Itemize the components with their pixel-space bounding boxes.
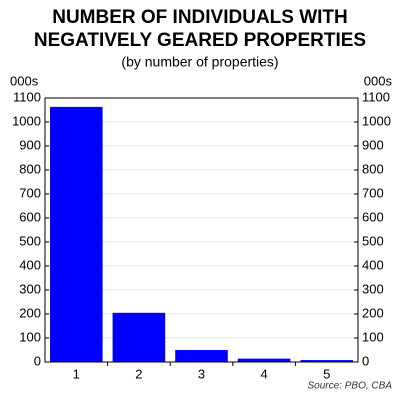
y-tick-label: 500	[19, 233, 41, 248]
x-tick-label: 5	[323, 366, 330, 381]
y2-tick-label: 1000	[362, 113, 391, 128]
source: Source: PBO, CBA	[308, 381, 393, 392]
bar	[300, 360, 353, 362]
y2-tick-label: 300	[362, 281, 384, 296]
y-tick-label: 300	[19, 281, 41, 296]
y-tick-label: 100	[19, 329, 41, 344]
y2-tick-label: 900	[362, 137, 384, 152]
y-tick-label: 600	[19, 209, 41, 224]
y2-tick-label: 600	[362, 209, 384, 224]
y2-tick-label: 500	[362, 233, 384, 248]
x-tick-label: 2	[135, 366, 142, 381]
y2-axis-label: 000s	[364, 73, 393, 88]
y2-tick-label: 700	[362, 185, 384, 200]
x-tick-label: 3	[198, 366, 205, 381]
y2-tick-label: 100	[362, 329, 384, 344]
chart-subtitle: (by number of properties)	[121, 54, 278, 70]
y2-tick-label: 1100	[362, 89, 390, 104]
y-tick-label: 800	[19, 161, 41, 176]
y2-tick-label: 400	[362, 257, 384, 272]
plot-frame	[44, 97, 359, 363]
y2-tick-label: 0	[362, 353, 369, 368]
chart-title: NUMBER OF INDIVIDUALS WITH	[52, 7, 348, 28]
chart-title: NEGATIVELY GEARED PROPERTIES	[34, 30, 366, 51]
y-tick-label: 0	[34, 353, 41, 368]
bar	[112, 312, 166, 362]
y-tick-label: 700	[19, 185, 41, 200]
y-axis-label: 000s	[10, 73, 39, 88]
y2-tick-label: 200	[362, 305, 384, 320]
y-tick-label: 200	[19, 305, 41, 320]
bar	[50, 106, 103, 362]
x-tick-label: 4	[260, 366, 267, 381]
x-tick-label: 1	[73, 366, 80, 381]
y2-tick-label: 800	[362, 161, 384, 176]
y-tick-label: 1000	[12, 113, 41, 128]
y-tick-label: 400	[19, 257, 41, 272]
y-tick-label: 1100	[13, 89, 41, 104]
bar	[237, 358, 291, 362]
bar	[175, 350, 228, 362]
y-tick-label: 900	[19, 137, 41, 152]
